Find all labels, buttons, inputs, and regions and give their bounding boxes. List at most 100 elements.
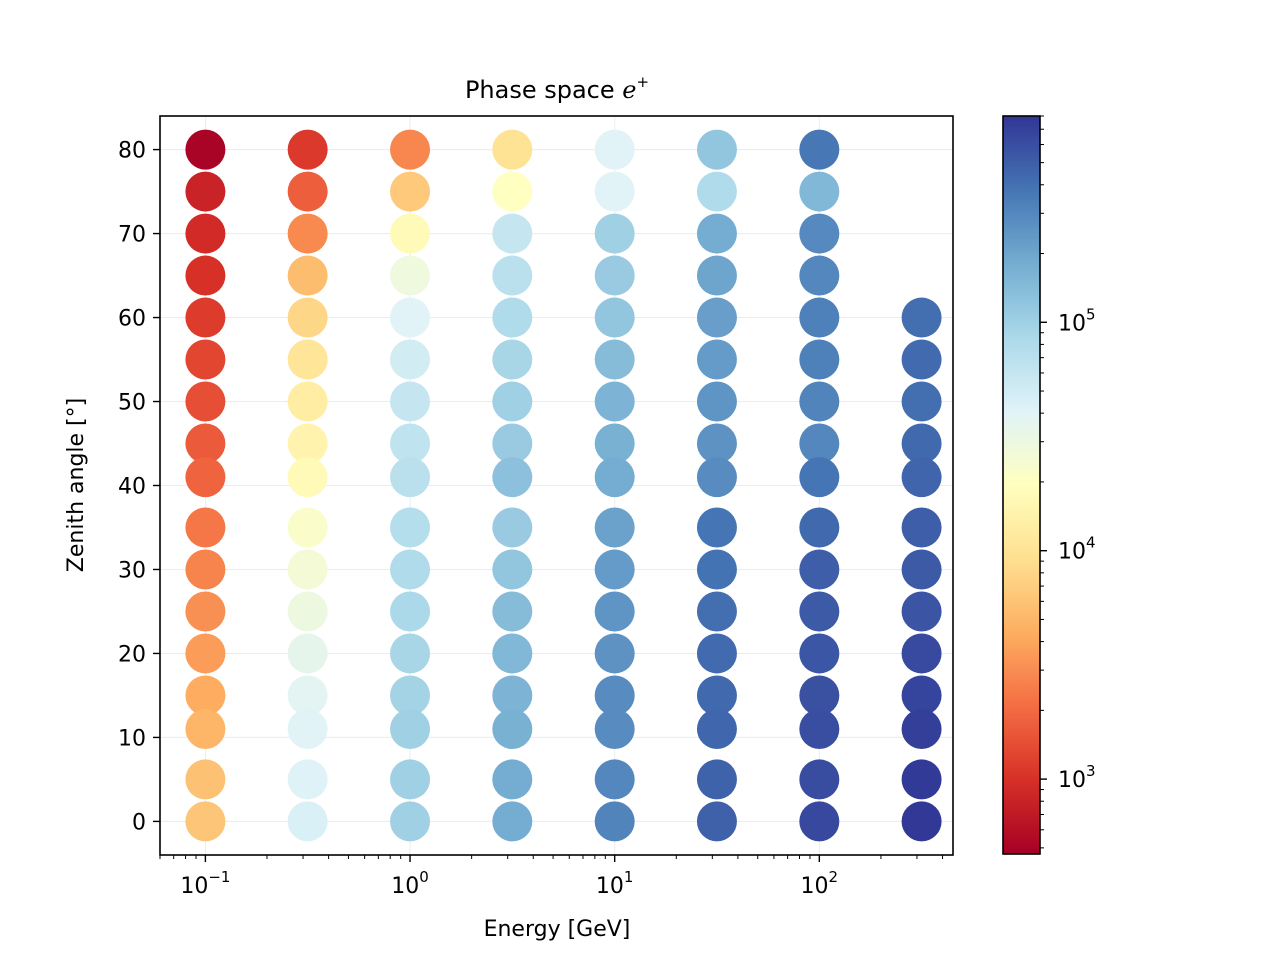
data-point bbox=[185, 507, 226, 548]
y-tick-label: 80 bbox=[118, 139, 146, 164]
x-tick-label: 10−1 bbox=[180, 868, 230, 899]
data-points bbox=[185, 129, 942, 842]
data-point bbox=[185, 381, 226, 422]
data-point bbox=[696, 759, 737, 800]
colorbar bbox=[1002, 115, 1041, 855]
data-point bbox=[799, 423, 840, 464]
data-point bbox=[492, 381, 533, 422]
data-point bbox=[799, 675, 840, 716]
y-tick-label: 20 bbox=[118, 642, 146, 667]
data-point bbox=[696, 129, 737, 170]
data-point bbox=[594, 171, 635, 212]
data-point bbox=[185, 339, 226, 380]
data-point bbox=[799, 457, 840, 498]
data-point bbox=[185, 591, 226, 632]
data-point bbox=[696, 339, 737, 380]
data-point bbox=[287, 549, 328, 590]
data-point bbox=[185, 633, 226, 674]
data-point bbox=[594, 709, 635, 750]
data-point bbox=[799, 759, 840, 800]
data-point bbox=[390, 507, 431, 548]
data-point bbox=[696, 255, 737, 296]
y-axis: 0 10 20 30 40 50 60 70 80 bbox=[118, 139, 160, 835]
data-point bbox=[696, 297, 737, 338]
data-point bbox=[492, 457, 533, 498]
data-point bbox=[390, 423, 431, 464]
data-point bbox=[287, 339, 328, 380]
data-point bbox=[901, 339, 942, 380]
data-point bbox=[390, 129, 431, 170]
data-point bbox=[287, 213, 328, 254]
chart-title: Phase space e+ bbox=[465, 73, 649, 104]
data-point bbox=[799, 255, 840, 296]
data-point bbox=[799, 549, 840, 590]
data-point bbox=[696, 675, 737, 716]
data-point bbox=[287, 457, 328, 498]
data-point bbox=[287, 709, 328, 750]
y-tick-label: 50 bbox=[118, 391, 146, 416]
data-point bbox=[287, 423, 328, 464]
data-point bbox=[492, 339, 533, 380]
colorbar-tick-label: 105 bbox=[1058, 305, 1096, 336]
data-point bbox=[492, 171, 533, 212]
data-point bbox=[185, 709, 226, 750]
data-point bbox=[799, 801, 840, 842]
data-point bbox=[696, 633, 737, 674]
y-tick-label: 0 bbox=[132, 810, 146, 835]
data-point bbox=[492, 591, 533, 632]
data-point bbox=[287, 129, 328, 170]
y-axis-label: Zenith angle [°] bbox=[64, 398, 89, 572]
data-point bbox=[287, 759, 328, 800]
x-axis-label: Energy [GeV] bbox=[484, 917, 631, 942]
data-point bbox=[901, 457, 942, 498]
data-point bbox=[696, 213, 737, 254]
data-point bbox=[594, 591, 635, 632]
data-point bbox=[696, 549, 737, 590]
data-point bbox=[901, 507, 942, 548]
data-point bbox=[287, 675, 328, 716]
data-point bbox=[901, 297, 942, 338]
data-point bbox=[185, 759, 226, 800]
data-point bbox=[390, 549, 431, 590]
data-point bbox=[696, 591, 737, 632]
data-point bbox=[594, 549, 635, 590]
x-tick-label: 100 bbox=[391, 868, 429, 899]
data-point bbox=[901, 801, 942, 842]
data-point bbox=[287, 255, 328, 296]
data-point bbox=[594, 297, 635, 338]
data-point bbox=[594, 633, 635, 674]
y-tick-label: 70 bbox=[118, 223, 146, 248]
data-point bbox=[799, 709, 840, 750]
data-point bbox=[492, 423, 533, 464]
data-point bbox=[492, 255, 533, 296]
data-point bbox=[799, 213, 840, 254]
data-point bbox=[390, 633, 431, 674]
data-point bbox=[390, 381, 431, 422]
data-point bbox=[492, 507, 533, 548]
data-point bbox=[901, 633, 942, 674]
data-point bbox=[390, 339, 431, 380]
data-point bbox=[696, 457, 737, 498]
data-point bbox=[390, 213, 431, 254]
data-point bbox=[287, 381, 328, 422]
data-point bbox=[185, 129, 226, 170]
data-point bbox=[696, 423, 737, 464]
data-point bbox=[390, 759, 431, 800]
y-tick-label: 30 bbox=[118, 558, 146, 583]
data-point bbox=[390, 675, 431, 716]
data-point bbox=[492, 129, 533, 170]
data-point bbox=[799, 507, 840, 548]
data-point bbox=[492, 801, 533, 842]
data-point bbox=[287, 633, 328, 674]
data-point bbox=[799, 633, 840, 674]
data-point bbox=[594, 339, 635, 380]
data-point bbox=[185, 213, 226, 254]
colorbar-tick-label: 104 bbox=[1058, 534, 1096, 565]
data-point bbox=[799, 129, 840, 170]
colorbar-tick-label: 103 bbox=[1058, 762, 1096, 793]
data-point bbox=[492, 297, 533, 338]
data-point bbox=[185, 255, 226, 296]
data-point bbox=[390, 801, 431, 842]
y-tick-label: 10 bbox=[118, 726, 146, 751]
data-point bbox=[185, 675, 226, 716]
